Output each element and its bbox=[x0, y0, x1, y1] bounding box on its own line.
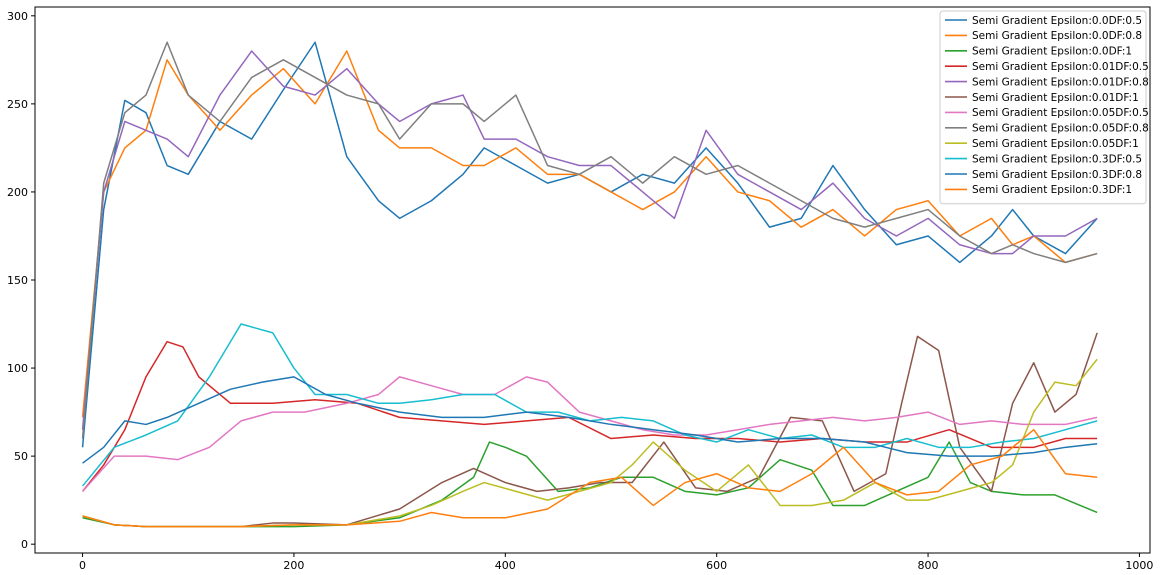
y-tick-label: 300 bbox=[7, 10, 28, 23]
legend: Semi Gradient Epsilon:0.0DF:0.5 Semi Grad… bbox=[939, 10, 1149, 205]
x-tick-label: 800 bbox=[918, 559, 939, 572]
y-tick-label: 150 bbox=[7, 274, 28, 287]
x-tick-label: 0 bbox=[79, 559, 86, 572]
series-line-11 bbox=[82, 376, 1098, 464]
axes-layer: 0 200 400 600 800 1000 0 50 100 150 200 250 300 bbox=[7, 10, 1153, 572]
y-tick-label: 0 bbox=[21, 538, 28, 551]
legend-label: Semi Gradient Epsilon:0.05DF:1 bbox=[972, 138, 1139, 150]
x-tick-label: 200 bbox=[283, 559, 304, 572]
legend-label: Semi Gradient Epsilon:0.3DF:1 bbox=[972, 184, 1132, 196]
legend-label: Semi Gradient Epsilon:0.0DF:0.5 bbox=[972, 15, 1142, 27]
y-tick-label: 50 bbox=[14, 450, 28, 463]
series-line-12 bbox=[82, 428, 1098, 528]
legend-label: Semi Gradient Epsilon:0.01DF:1 bbox=[972, 92, 1139, 104]
series-line-10 bbox=[81, 323, 1098, 487]
series-line-2 bbox=[81, 50, 1098, 418]
x-tick-label: 1000 bbox=[1125, 559, 1153, 572]
legend-label: Semi Gradient Epsilon:0.05DF:0.8 bbox=[972, 123, 1149, 135]
legend-label: Semi Gradient Epsilon:0.05DF:0.5 bbox=[972, 107, 1149, 119]
series-line-7 bbox=[82, 376, 1098, 492]
series-line-8 bbox=[81, 41, 1098, 439]
x-tick-label: 600 bbox=[706, 559, 727, 572]
series-line-1 bbox=[81, 41, 1098, 448]
y-tick-label: 200 bbox=[7, 186, 28, 199]
y-tick-label: 250 bbox=[7, 98, 28, 111]
series-layer bbox=[81, 41, 1098, 528]
y-tick-label: 100 bbox=[7, 362, 28, 375]
legend-box bbox=[939, 10, 1147, 205]
legend-label: Semi Gradient Epsilon:0.01DF:0.8 bbox=[972, 76, 1149, 88]
series-line-5 bbox=[81, 50, 1098, 430]
legend-label: Semi Gradient Epsilon:0.3DF:0.5 bbox=[972, 153, 1142, 165]
series-line-4 bbox=[81, 340, 1098, 492]
legend-label: Semi Gradient Epsilon:0.3DF:0.8 bbox=[972, 169, 1142, 181]
legend-label: Semi Gradient Epsilon:0.01DF:0.5 bbox=[972, 61, 1149, 73]
x-tick-label: 400 bbox=[495, 559, 516, 572]
legend-label: Semi Gradient Epsilon:0.0DF:0.8 bbox=[972, 30, 1142, 42]
legend-label: Semi Gradient Epsilon:0.0DF:1 bbox=[972, 46, 1132, 58]
